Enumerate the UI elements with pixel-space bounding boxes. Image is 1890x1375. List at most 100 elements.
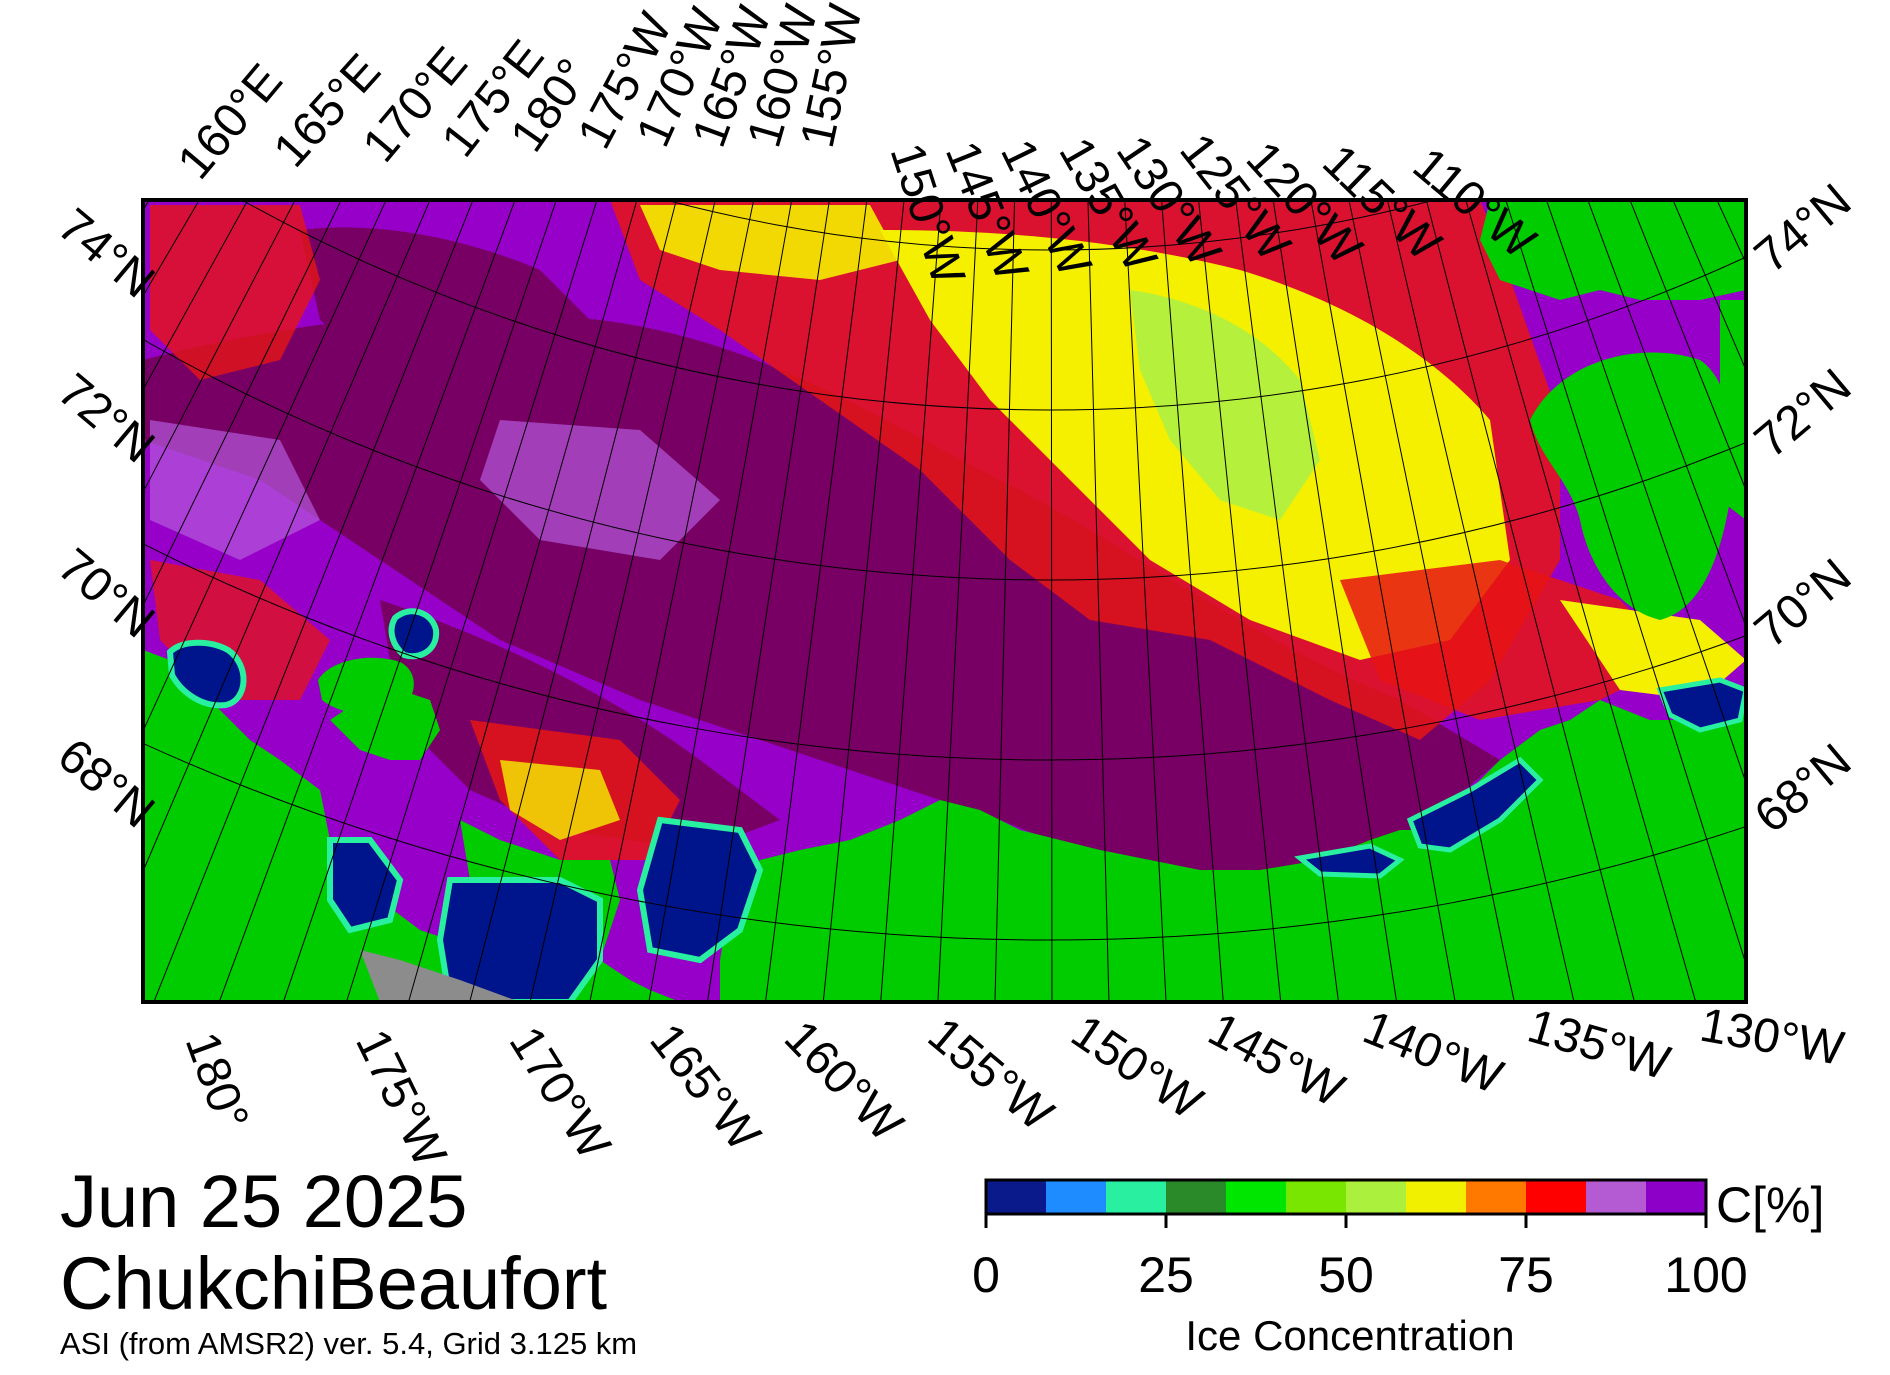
- map-date-title: Jun 25 2025: [60, 1160, 468, 1243]
- meridian-line: [589, 200, 755, 1002]
- colorbar-swatch: [1526, 1180, 1587, 1214]
- ice-full-band-central: [143, 313, 1500, 901]
- meridian-line: [1386, 200, 1575, 1002]
- ice-full-band-west: [300, 227, 600, 420]
- map-area: [143, 200, 1746, 1002]
- graticule-label: 170°W: [499, 1018, 621, 1169]
- graticule-label: 155°W: [918, 1008, 1063, 1142]
- ice-greenyellow-zone: [1130, 290, 1320, 520]
- meridian-line: [880, 200, 942, 1002]
- water-wrangel-north: [388, 608, 440, 660]
- meridian-line: [143, 200, 431, 873]
- water-mackenzie-2: [1406, 756, 1544, 853]
- meridian-line: [1161, 200, 1224, 1002]
- meridian-line: [218, 200, 516, 1002]
- colorbar-swatch: [1586, 1180, 1647, 1214]
- colorbar-swatch: [1406, 1180, 1467, 1214]
- meridian-line: [765, 200, 868, 1002]
- graticule-label: 165°E: [264, 44, 391, 177]
- ice-lilac-patch-1: [480, 420, 720, 560]
- meridian-line: [1235, 200, 1339, 1002]
- land-victoria-strip: [1720, 300, 1746, 520]
- meridian-line: [648, 200, 793, 1002]
- colorbar: 0 25 50 75 100 C[%] Ice Concentration: [972, 1177, 1824, 1359]
- meridian-line: [822, 200, 905, 1002]
- meridian-line: [706, 200, 830, 1002]
- map-region-title: ChukchiBeaufort: [60, 1242, 608, 1325]
- meridian-line: [994, 200, 1016, 1002]
- colorbar-swatch: [1166, 1180, 1227, 1214]
- meridian-line: [143, 200, 296, 494]
- colorbar-tick-label: 50: [1318, 1247, 1374, 1303]
- graticule-label: 180°: [175, 1026, 259, 1137]
- meridian-line: [1124, 200, 1167, 1002]
- meridian-line: [1505, 200, 1746, 966]
- graticule-label: 160°W: [774, 1011, 913, 1152]
- meridian-line: [1629, 200, 1746, 492]
- meridian-line: [1587, 200, 1746, 628]
- colorbar-tick-label: 75: [1498, 1247, 1554, 1303]
- land-wrangel-island: [318, 657, 414, 716]
- graticule-label: 74°N: [1745, 174, 1861, 284]
- water-amundsen: [1656, 677, 1746, 733]
- meridian-line: [1348, 200, 1515, 1002]
- meridian-line: [153, 200, 474, 1002]
- graticule: [143, 200, 1746, 1002]
- graticule-label: 72°N: [1745, 359, 1861, 469]
- right-latitude-labels: 74°N 72°N 70°N 68°N: [1745, 174, 1861, 844]
- meridian-line: [1425, 200, 1636, 1002]
- colorbar-tick-label: 100: [1664, 1247, 1747, 1303]
- colorbar-swatch: [1046, 1180, 1107, 1214]
- meridian-line: [937, 200, 979, 1002]
- land-banks-island: [1530, 352, 1734, 620]
- graticule-label: 165°W: [639, 1014, 770, 1161]
- water-bering-strait: [436, 877, 603, 1002]
- latitude-line: [241, 200, 1746, 411]
- meridian-line: [143, 200, 387, 733]
- colorbar-swatch: [1106, 1180, 1167, 1214]
- colorbar-ticks: 0 25 50 75 100: [972, 1214, 1748, 1303]
- meridian-line: [1310, 200, 1456, 1002]
- meridian-line: [1198, 200, 1282, 1002]
- meridian-line: [1050, 200, 1053, 1002]
- product-info-line: ASI (from AMSR2) ver. 5.4, Grid 3.125 km: [60, 1326, 638, 1361]
- ice-yellow-coast: [500, 760, 620, 840]
- graticule-label: 135°W: [1522, 1000, 1676, 1091]
- colorbar-swatches: [986, 1180, 1707, 1214]
- colorbar-unit: C[%]: [1716, 1177, 1824, 1233]
- ice-lilac-patch-2: [150, 420, 320, 560]
- meridian-line: [1272, 200, 1398, 1002]
- ice-yellow-east-coast: [1560, 600, 1746, 700]
- colorbar-swatch: [1286, 1180, 1347, 1214]
- graticule-label: 150°W: [1062, 1005, 1212, 1130]
- colorbar-swatch: [986, 1180, 1047, 1214]
- colorbar-swatch: [1646, 1180, 1707, 1214]
- ice-red-east-coast: [1340, 560, 1680, 720]
- ice-full-band-coastal: [380, 600, 780, 850]
- water-chukotka-bay: [327, 837, 404, 934]
- meridian-line: [345, 200, 598, 1002]
- colorbar-title: Ice Concentration: [1185, 1312, 1514, 1359]
- meridian-line: [1545, 200, 1746, 785]
- map-frame: [141, 198, 1748, 1004]
- graticule-label: 130°W: [1696, 999, 1848, 1076]
- meridian-line: [143, 200, 342, 607]
- ice-red-west: [150, 205, 320, 380]
- ice-yellow-north: [640, 205, 900, 280]
- graticule-label: 145°W: [1200, 1003, 1353, 1118]
- meridian-line: [1087, 200, 1110, 1002]
- water-west-corner: [166, 639, 247, 709]
- graticule-label: 160°E: [168, 54, 293, 189]
- meridian-line: [407, 200, 638, 1002]
- graticule-label: 175°W: [345, 1022, 456, 1176]
- meridian-line: [1465, 200, 1697, 1002]
- graticule-label: 140°W: [1356, 1001, 1511, 1105]
- land-banks-island-north: [1480, 200, 1746, 300]
- colorbar-swatch: [1466, 1180, 1527, 1214]
- water-mackenzie-1: [1294, 843, 1405, 879]
- colorbar-tick-label: 0: [972, 1247, 1000, 1303]
- colorbar-swatch: [1346, 1180, 1407, 1214]
